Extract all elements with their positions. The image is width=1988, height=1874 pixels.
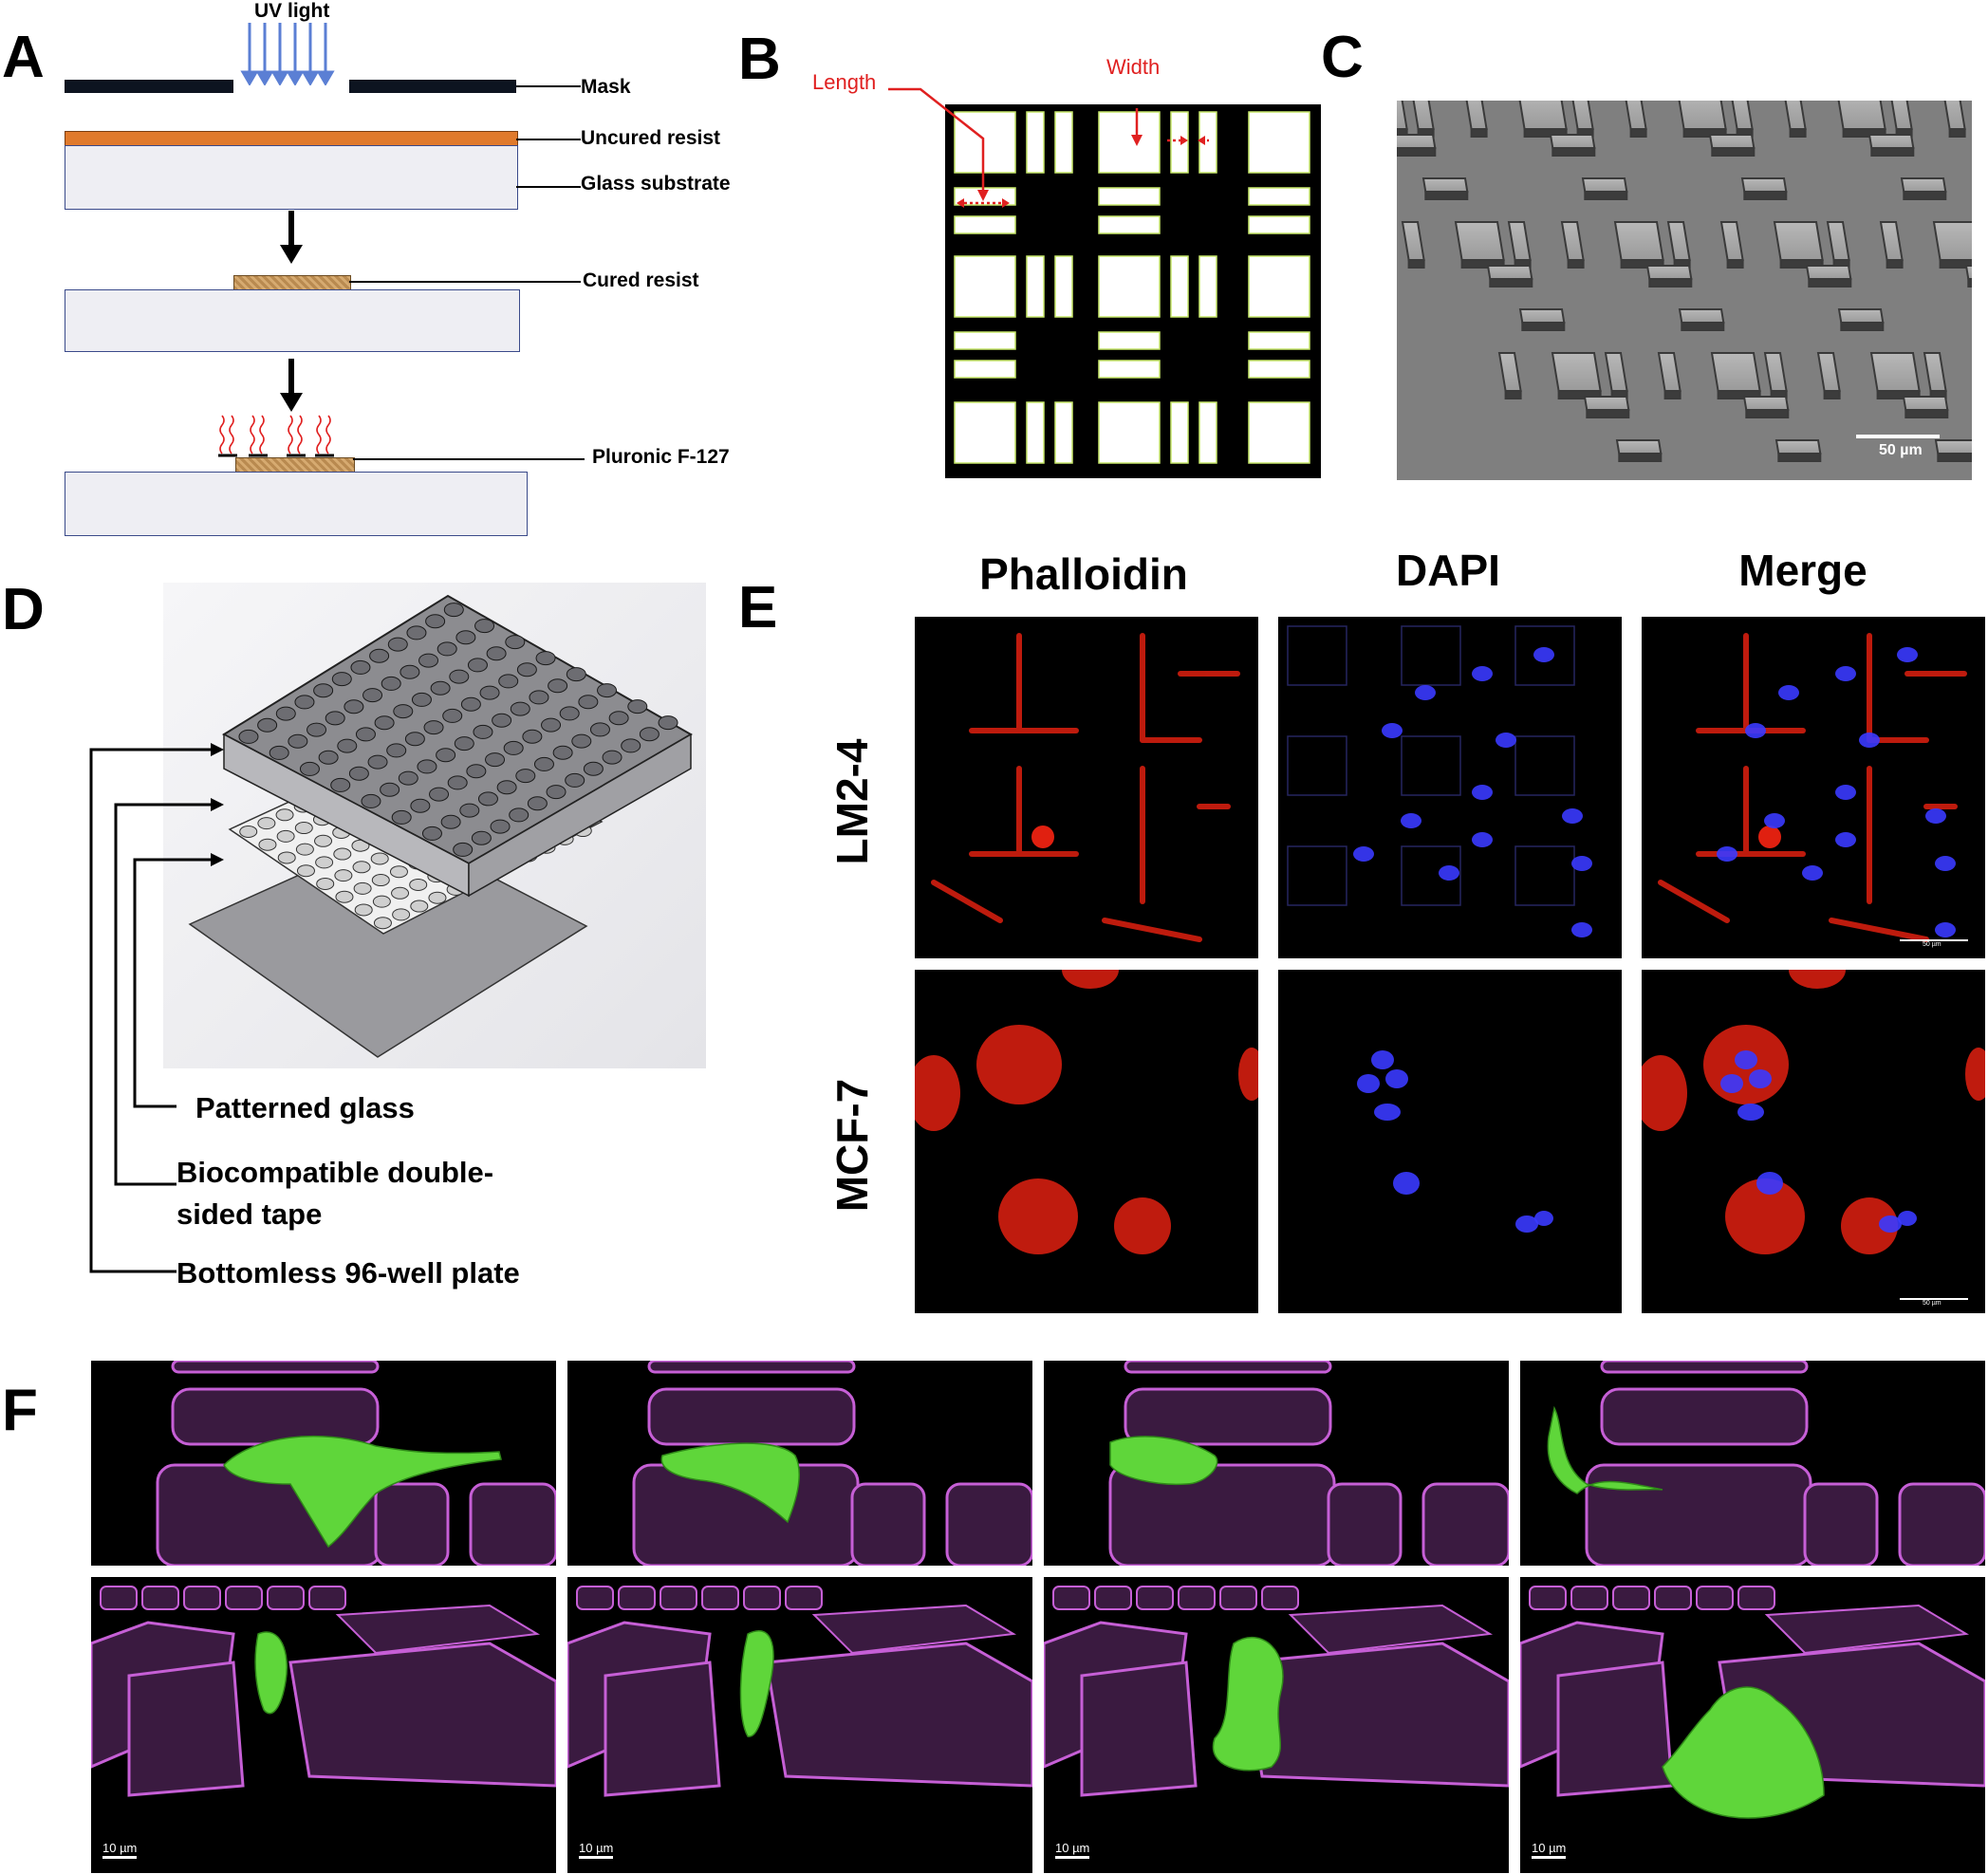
- mask-label: Mask: [581, 76, 631, 98]
- plate-label: Bottomless 96-well plate: [177, 1256, 520, 1290]
- lm24-scale-label: 50 µm: [1923, 941, 1942, 948]
- mask-left: [65, 80, 233, 93]
- f-scale-label-3: 10 µm: [1055, 1841, 1090, 1855]
- f-top-1: [91, 1361, 556, 1566]
- panel-letter-d: D: [2, 577, 45, 642]
- glass-substrate-2: [65, 289, 520, 352]
- d-leader-lines: [89, 743, 224, 1273]
- f-bottom-2: 10 µm: [567, 1577, 1032, 1873]
- tape-label-line1: Biocompatible double-: [177, 1156, 494, 1189]
- uncured-resist-label: Uncured resist: [581, 127, 721, 149]
- f-top-2: [567, 1361, 1032, 1566]
- length-label: Length: [812, 70, 877, 94]
- cured-resist-label: Cured resist: [583, 269, 699, 291]
- glass-substrate-label: Glass substrate: [581, 173, 731, 195]
- pluronic-label: Pluronic F-127: [592, 446, 730, 468]
- mask-pattern: [954, 111, 1310, 464]
- row-head-mcf7: MCF-7: [827, 1078, 877, 1213]
- col-head-merge: Merge: [1738, 546, 1867, 595]
- glass-substrate-3: [65, 472, 528, 536]
- uv-light-label: UV light: [254, 0, 330, 22]
- lm24-scale-bar: [1900, 939, 1968, 941]
- plate-exploded-view: [188, 594, 694, 1058]
- mcf7-phalloidin-image: [915, 970, 1258, 1313]
- mcf7-dapi-image: [1278, 970, 1622, 1313]
- width-label: Width: [1106, 55, 1161, 79]
- f-top-4: [1520, 1361, 1985, 1566]
- sem-scale-label: 50 µm: [1879, 442, 1923, 458]
- patterned-glass-label: Patterned glass: [195, 1091, 415, 1124]
- panel-letter-f: F: [2, 1378, 38, 1443]
- f-bottom-1: 10 µm: [91, 1577, 556, 1873]
- pluronic-chains: [218, 415, 334, 457]
- patterned-resist-block: [235, 457, 355, 473]
- f-top-3: [1044, 1361, 1509, 1566]
- uv-arrows: [240, 23, 335, 85]
- lm24-phalloidin-image: [915, 617, 1258, 958]
- col-head-dapi: DAPI: [1396, 546, 1500, 595]
- panel-letter-c: C: [1321, 25, 1364, 90]
- mcf7-scale-bar: [1900, 1298, 1968, 1300]
- lm24-dapi-image: [1278, 617, 1622, 958]
- mcf7-merge-image: 50 µm: [1642, 970, 1985, 1313]
- f-scale-label-4: 10 µm: [1532, 1841, 1567, 1855]
- down-arrow-2: [280, 359, 303, 412]
- panel-letter-a: A: [2, 25, 45, 90]
- sem-image: 50 µm: [1397, 101, 1972, 480]
- mcf7-scale-label: 50 µm: [1923, 1300, 1942, 1307]
- cured-resist-block: [233, 275, 351, 290]
- sem-scale-bar: [1856, 435, 1940, 438]
- uncured-resist-layer: [65, 131, 518, 146]
- f-scale-label-1: 10 µm: [102, 1841, 138, 1855]
- b-callout-lines: [888, 87, 1143, 201]
- f-bottom-3: 10 µm: [1044, 1577, 1509, 1873]
- mask-right: [349, 80, 516, 93]
- row-head-lm24: LM2-4: [827, 738, 877, 865]
- f-scale-label-2: 10 µm: [579, 1841, 614, 1855]
- panel-letter-b: B: [738, 27, 781, 92]
- glass-substrate-1: [65, 145, 518, 210]
- col-head-phalloidin: Phalloidin: [979, 549, 1188, 599]
- tape-label-line2: sided tape: [177, 1197, 323, 1231]
- panel-letter-e: E: [738, 575, 778, 640]
- down-arrow-1: [280, 211, 303, 264]
- f-bottom-4: 10 µm: [1520, 1577, 1985, 1873]
- lm24-merge-image: 50 µm: [1642, 617, 1985, 958]
